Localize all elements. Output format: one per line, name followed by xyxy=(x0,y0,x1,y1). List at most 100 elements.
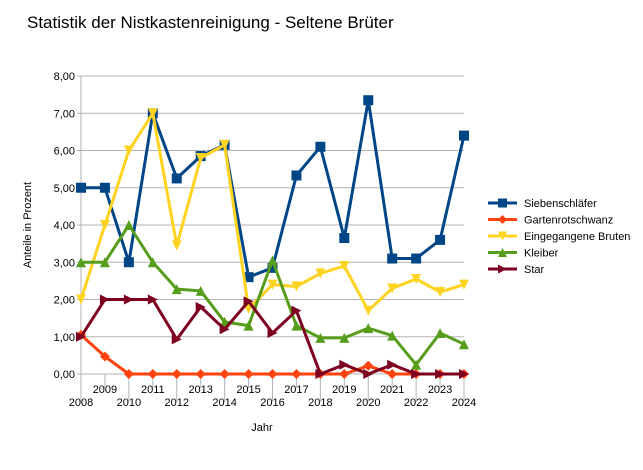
data-point xyxy=(459,339,469,350)
x-tick-label: 2024 xyxy=(452,397,476,409)
data-point xyxy=(435,369,446,379)
y-tick-label: 7,00 xyxy=(54,108,75,120)
legend-label: Eingegangene Bruten xyxy=(524,231,630,243)
data-point xyxy=(123,257,134,268)
data-point xyxy=(76,182,86,193)
x-tick-label: 2022 xyxy=(404,397,428,409)
data-point xyxy=(99,220,110,230)
legend-marker xyxy=(498,248,507,257)
data-point xyxy=(195,301,206,312)
data-point xyxy=(195,369,206,379)
chart-title: Statistik der Nistkastenreinigung - Selt… xyxy=(27,13,394,32)
x-tick-label: 2023 xyxy=(428,384,452,396)
data-point xyxy=(435,234,446,245)
y-tick-label: 5,00 xyxy=(54,183,75,195)
data-point xyxy=(243,272,254,283)
data-point xyxy=(435,287,446,298)
data-point xyxy=(267,369,278,379)
data-point xyxy=(363,95,374,106)
data-point xyxy=(123,145,134,156)
x-tick-label: 2020 xyxy=(356,397,380,409)
legend-marker xyxy=(498,231,507,241)
axes: 0,00 1,00 2,00 3,00 4,00 5,00 6,00 7,00 8,00 2009… xyxy=(54,71,477,409)
data-point xyxy=(411,369,422,379)
legend-label: Siebenschläfer xyxy=(524,198,597,210)
x-tick-label: 2009 xyxy=(93,384,117,396)
data-point xyxy=(267,279,278,290)
data-point xyxy=(387,283,398,294)
data-point xyxy=(76,257,86,268)
data-point xyxy=(99,351,110,362)
data-point xyxy=(291,320,302,331)
y-axis-label: Anteile in Prozent xyxy=(22,182,34,268)
data-point xyxy=(171,284,182,295)
x-tick-label: 2018 xyxy=(308,397,332,409)
data-point xyxy=(387,253,398,264)
grid xyxy=(81,75,464,375)
data-point xyxy=(76,331,86,342)
data-point xyxy=(339,233,350,244)
data-point xyxy=(99,294,110,305)
data-point xyxy=(267,255,278,266)
data-point xyxy=(147,108,158,119)
data-point xyxy=(411,359,422,370)
data-point xyxy=(411,274,422,285)
x-tick-label: 2016 xyxy=(260,397,284,409)
legend-marker xyxy=(498,215,507,224)
data-point xyxy=(99,257,110,268)
data-point xyxy=(195,152,206,163)
legend-marker xyxy=(498,198,507,208)
data-point xyxy=(123,294,134,305)
data-point xyxy=(435,328,446,339)
x-tick-label: 2012 xyxy=(165,397,189,409)
data-point xyxy=(459,279,469,290)
series-1 xyxy=(76,95,469,283)
x-tick-label: 2021 xyxy=(380,384,404,396)
legend-label: Gartenrotschwanz xyxy=(524,215,613,227)
legend-item: Star xyxy=(488,264,545,276)
data-point xyxy=(387,359,398,370)
x-tick-label: 2008 xyxy=(69,397,93,409)
data-point xyxy=(315,332,326,343)
x-tick-label: 2019 xyxy=(332,384,356,396)
y-tick-label: 6,00 xyxy=(54,146,75,158)
data-point xyxy=(291,305,302,316)
series-line xyxy=(79,98,466,279)
data-point xyxy=(76,294,86,305)
series-3 xyxy=(76,108,469,316)
data-point xyxy=(243,320,254,331)
y-tick-label: 1,00 xyxy=(54,332,75,344)
y-tick-label: 4,00 xyxy=(54,220,75,232)
x-tick-label: 2015 xyxy=(236,384,260,396)
data-point xyxy=(147,294,158,305)
data-point xyxy=(219,139,230,150)
legend-item: Eingegangene Bruten xyxy=(488,231,630,243)
data-point xyxy=(219,369,230,379)
data-point xyxy=(171,369,182,379)
legend: Siebenschläfer Gartenrotschwanz Eingegange… xyxy=(488,198,630,276)
data-point xyxy=(339,260,350,271)
data-point xyxy=(171,173,182,184)
data-point xyxy=(339,369,350,379)
legend-marker xyxy=(498,264,507,274)
data-point xyxy=(291,170,302,181)
legend-label: Star xyxy=(524,264,545,276)
legend-item: Kleiber xyxy=(488,248,559,260)
y-tick-label: 2,00 xyxy=(54,295,75,307)
data-point xyxy=(363,360,374,371)
x-axis-label: Jahr xyxy=(251,422,273,434)
x-tick-label: 2013 xyxy=(188,384,212,396)
data-point xyxy=(339,359,350,370)
x-tick-label: 2010 xyxy=(117,397,141,409)
data-point xyxy=(171,240,182,251)
x-tick-label: 2014 xyxy=(212,397,236,409)
y-tick-label: 3,00 xyxy=(54,257,75,269)
data-point xyxy=(315,268,326,279)
data-point xyxy=(123,220,134,230)
series-line xyxy=(79,223,466,367)
series-group xyxy=(76,95,469,379)
data-point xyxy=(339,332,350,343)
data-point xyxy=(267,328,278,339)
